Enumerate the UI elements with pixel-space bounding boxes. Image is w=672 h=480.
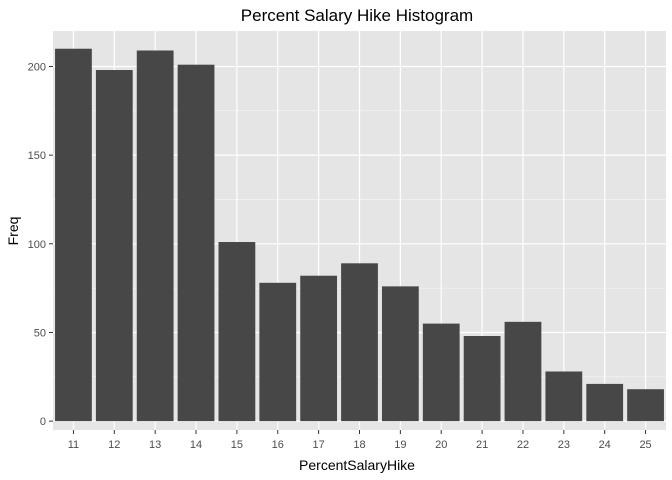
bar-24 (586, 383, 624, 422)
x-tick-label: 11 (68, 439, 79, 451)
y-axis: 0 50 100 150 200 (28, 61, 53, 428)
bar-14 (177, 64, 215, 422)
y-axis-title: Freq (5, 217, 21, 246)
bars (55, 48, 664, 422)
y-tick-label: 200 (28, 61, 46, 73)
x-axis-title: PercentSalaryHike (299, 457, 415, 473)
x-tick-label: 20 (435, 439, 447, 451)
chart-title: Percent Salary Hike Histogram (241, 6, 473, 25)
x-tick-label: 13 (149, 439, 161, 451)
y-tick-label: 150 (28, 150, 46, 162)
x-tick-label: 17 (313, 439, 325, 451)
bar-19 (381, 286, 419, 422)
x-tick-label: 16 (272, 439, 284, 451)
x-tick-label: 23 (558, 439, 570, 451)
bar-15 (218, 242, 256, 422)
x-tick-label: 14 (190, 439, 202, 451)
x-tick-label: 18 (353, 439, 365, 451)
x-tick-label: 24 (599, 439, 611, 451)
bar-12 (95, 70, 133, 422)
y-tick-label: 50 (34, 327, 46, 339)
bar-18 (341, 263, 378, 422)
x-axis: 11 12 13 14 15 16 17 18 19 20 21 22 23 24 25 (68, 430, 652, 451)
x-tick-label: 19 (394, 439, 406, 451)
y-tick-label: 100 (28, 239, 46, 251)
y-tick-label: 0 (40, 416, 46, 428)
x-tick-label: 12 (108, 439, 120, 451)
x-tick-label: 15 (231, 439, 243, 451)
bar-13 (136, 50, 174, 422)
bar-23 (545, 371, 583, 422)
x-tick-label: 21 (476, 439, 488, 451)
x-tick-label: 25 (639, 439, 651, 451)
bar-22 (504, 321, 542, 422)
bar-25 (627, 389, 664, 422)
bar-20 (422, 323, 460, 422)
x-tick-label: 22 (517, 439, 529, 451)
bar-11 (55, 48, 92, 422)
bar-16 (259, 282, 297, 422)
bar-17 (300, 275, 338, 422)
bar-21 (463, 336, 501, 422)
